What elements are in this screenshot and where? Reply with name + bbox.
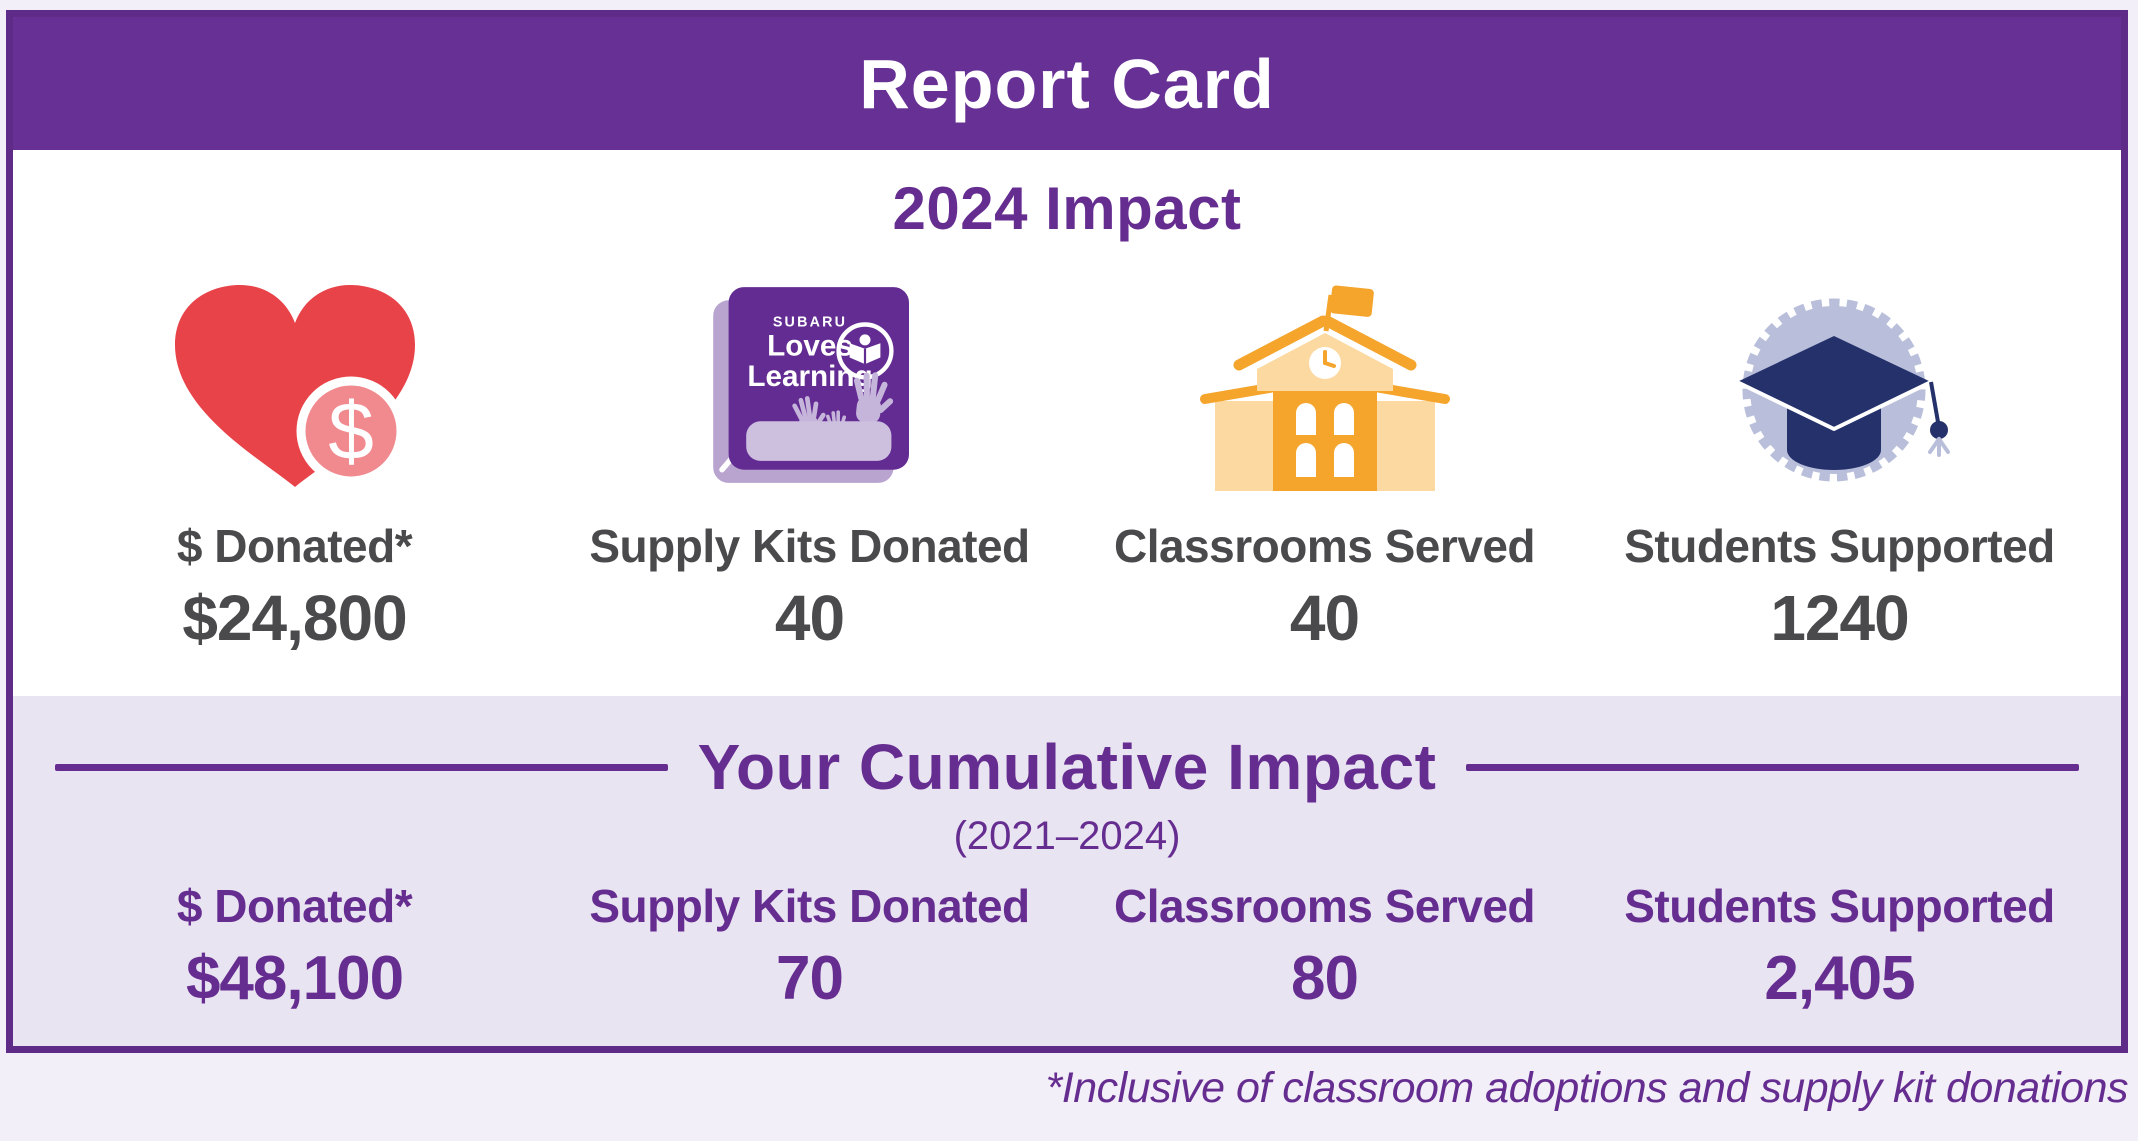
stat-dollars-donated: $ $ Donated* $24,800 — [37, 269, 552, 655]
cumulative-stats-grid: $ Donated* $48,100 Supply Kits Donated 7… — [13, 879, 2121, 1014]
supply-kit-book-icon: SUBARU Loves Learning — [700, 269, 920, 501]
impact-2024-section: 2024 Impact $ $ Donated* $24,800 — [13, 150, 2121, 696]
cumulative-subtitle: (2021–2024) — [953, 814, 1181, 858]
graduation-cap-icon-svg — [1735, 298, 1950, 481]
stat-label: Students Supported — [1624, 520, 2055, 572]
impact-2024-stats-grid: $ $ Donated* $24,800 — [13, 269, 2121, 655]
stat-label: Supply Kits Donated — [589, 880, 1030, 932]
graduation-cap-icon — [1715, 269, 1965, 501]
stat-value: 40 — [774, 582, 845, 654]
report-card: Report Card 2024 Impact $ $ Donated* $24… — [6, 10, 2128, 1053]
footnote: *Inclusive of classroom adoptions and su… — [1045, 1064, 2129, 1112]
cum-stat-classrooms: Classrooms Served 80 — [1067, 879, 1582, 1014]
stat-value: 80 — [1291, 944, 1359, 1013]
stat-students: Students Supported 1240 — [1582, 269, 2097, 655]
book-word2-text: Learning — [747, 360, 872, 393]
book-brand-text: SUBARU — [772, 315, 846, 331]
stat-value: 2,405 — [1764, 944, 1915, 1013]
stat-label: $ Donated* — [176, 880, 413, 932]
cum-stat-students: Students Supported 2,405 — [1582, 879, 2097, 1014]
stat-value: $48,100 — [185, 944, 404, 1013]
stat-value: 1240 — [1770, 582, 1909, 654]
school-building-icon-svg — [1199, 284, 1450, 491]
stat-supply-kits: SUBARU Loves Learning — [552, 269, 1067, 655]
school-building-icon — [1195, 269, 1455, 501]
stat-label: Students Supported — [1624, 880, 2055, 932]
svg-text:$: $ — [328, 386, 374, 477]
stat-label: Classrooms Served — [1113, 520, 1536, 572]
stat-label: Classrooms Served — [1113, 880, 1536, 932]
heart-dollar-icon-svg: $ — [174, 284, 415, 487]
cum-stat-supply-kits: Supply Kits Donated 70 — [552, 879, 1067, 1014]
divider-line-right — [1466, 763, 2079, 771]
impact-2024-title: 2024 Impact — [892, 175, 1242, 242]
stat-label: Supply Kits Donated — [589, 520, 1030, 572]
divider-line-left — [55, 763, 668, 771]
report-card-title: Report Card — [859, 44, 1275, 123]
cumulative-section: Your Cumulative Impact (2021–2024) $ Don… — [13, 696, 2121, 1046]
stat-value: 70 — [776, 944, 844, 1013]
stat-label: $ Donated* — [176, 520, 413, 572]
cumulative-title: Your Cumulative Impact — [697, 731, 1437, 803]
cumulative-title-row: Your Cumulative Impact — [13, 730, 2121, 804]
cum-stat-dollars-donated: $ Donated* $48,100 — [37, 879, 552, 1014]
stat-value: $24,800 — [182, 582, 407, 654]
report-card-header: Report Card — [13, 17, 2121, 150]
stat-classrooms: Classrooms Served 40 — [1067, 269, 1582, 655]
stat-value: 40 — [1289, 582, 1360, 654]
heart-dollar-icon: $ — [145, 269, 445, 501]
supply-kit-book-icon-svg: SUBARU Loves Learning — [712, 287, 909, 483]
